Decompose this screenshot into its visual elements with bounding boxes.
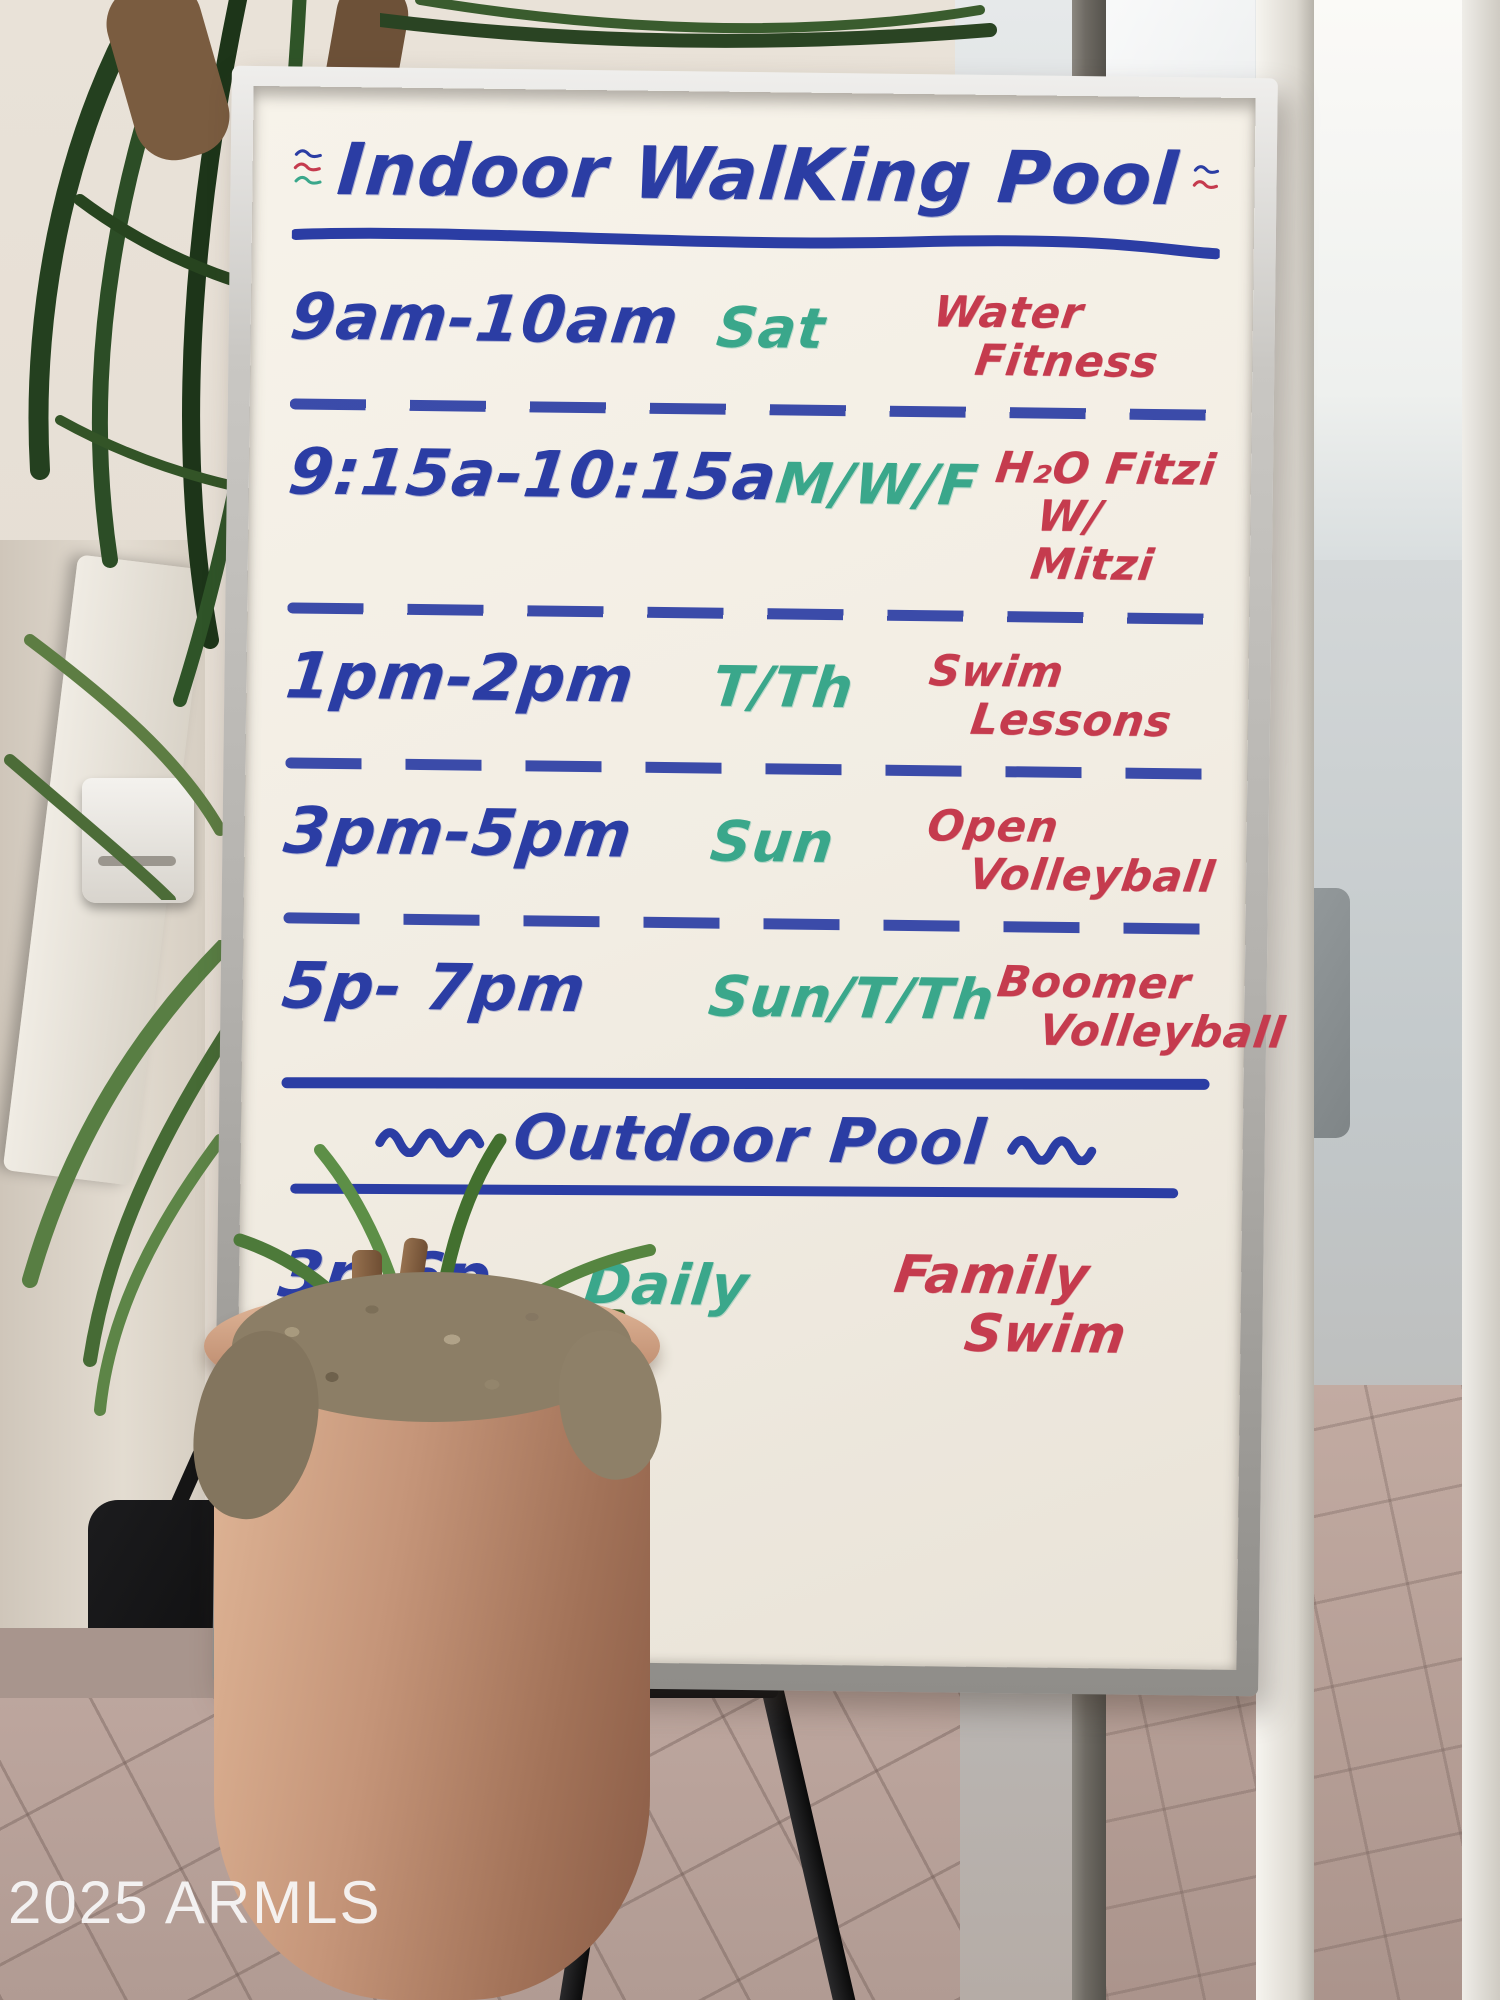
days-text: Sat bbox=[713, 295, 829, 362]
wall-dispenser bbox=[82, 778, 194, 903]
schedule-row: 9:15a-10:15a M/W/F H₂O Fitzi W/ Mitzi bbox=[284, 435, 1220, 592]
board-title: Indoor WalKing Pool bbox=[334, 127, 1182, 222]
dashed-separator bbox=[285, 757, 1214, 780]
days-text: T/Th bbox=[708, 654, 858, 722]
activity-text: Boomer Volleyball bbox=[994, 957, 1289, 1060]
board-title-row: Indoor WalKing Pool bbox=[292, 118, 1221, 229]
schedule-row: 9am-10am Sat Water Fitness bbox=[286, 280, 1219, 388]
solid-separator bbox=[281, 1076, 1210, 1090]
time-text: 1pm-2pm bbox=[282, 639, 639, 718]
outdoor-pool-title: Outdoor Pool bbox=[510, 1099, 990, 1179]
days-text: Daily bbox=[580, 1251, 753, 1319]
outdoor-header-row: Outdoor Pool bbox=[280, 1097, 1209, 1181]
time-text: 9:15a-10:15a bbox=[284, 435, 782, 516]
watermark-text: 2025 ARMLS bbox=[8, 1869, 382, 1936]
dashed-separator bbox=[289, 398, 1218, 422]
tile-floor-strip bbox=[0, 1628, 230, 1698]
schedule-row: 3pm-5pm Sun Open Volleyball bbox=[280, 794, 1218, 903]
days-text: Sun bbox=[707, 809, 838, 877]
time-text: 5p- 7pm bbox=[278, 949, 591, 1028]
wave-marks-right-icon bbox=[1007, 1136, 1097, 1166]
activity-text: H₂O Fitzi W/ Mitzi bbox=[992, 443, 1220, 592]
squiggle-marks-left-icon bbox=[293, 149, 322, 185]
days-text: Sun/T/Th bbox=[705, 965, 998, 1034]
outdoor-underline bbox=[290, 1183, 1179, 1198]
dashed-separator bbox=[287, 602, 1216, 625]
time-text: 3pm-5pm bbox=[280, 794, 637, 873]
activity-text: Family Swim bbox=[891, 1244, 1131, 1366]
activity-text: Swim Lessons bbox=[926, 646, 1176, 748]
squiggle-marks-right-icon bbox=[1192, 165, 1219, 189]
wave-marks-left-icon bbox=[375, 1128, 485, 1159]
dispenser-slot bbox=[98, 856, 176, 866]
activity-text: Open Volleyball bbox=[924, 801, 1219, 903]
window-frame-bar bbox=[1462, 0, 1500, 2000]
activity-text: Water Fitness bbox=[930, 287, 1162, 389]
title-underline bbox=[291, 227, 1220, 260]
days-text: M/W/F bbox=[772, 451, 982, 520]
schedule-row: 5p- 7pm Sun/T/Th Boomer Volleyball bbox=[278, 950, 1288, 1059]
time-text: 9am-10am bbox=[286, 280, 684, 360]
dashed-separator bbox=[283, 912, 1212, 936]
schedule-row: 1pm-2pm T/Th Swim Lessons bbox=[282, 639, 1215, 747]
